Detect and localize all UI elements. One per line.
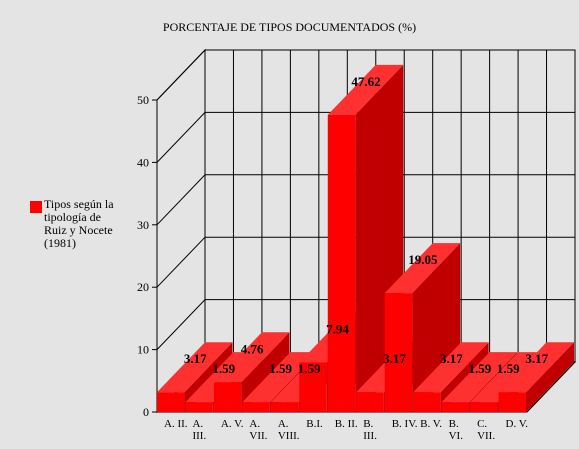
x-tick-label: B. IV. <box>391 418 418 430</box>
bar <box>441 402 470 412</box>
bar-top <box>213 332 290 383</box>
data-label: 1.59 <box>468 361 491 376</box>
bar-top <box>157 342 233 393</box>
x-tick-label: B. II. <box>334 418 358 430</box>
bar <box>270 402 299 412</box>
y-tick-label: 0 <box>143 405 149 419</box>
bar <box>242 402 270 412</box>
bar-top <box>327 64 404 115</box>
x-tick-label: B. III. <box>363 418 377 442</box>
legend-label: Tipos según la tipología de Ruiz y Nocet… <box>44 197 114 250</box>
y-tick-label: 50 <box>137 93 149 107</box>
x-tick-label: A. III. <box>192 418 207 442</box>
data-label: 7.94 <box>326 321 349 336</box>
data-label: 3.17 <box>184 351 207 366</box>
y-tick-label: 30 <box>137 218 149 232</box>
x-tick-label: B.I. <box>306 418 323 430</box>
grid-line <box>156 236 575 288</box>
x-tick-label: A. VII. <box>249 418 268 442</box>
bar-top <box>413 342 489 393</box>
data-label: 1.59 <box>497 361 520 376</box>
data-label: 4.76 <box>241 341 264 356</box>
data-label: 3.17 <box>383 351 406 366</box>
y-tick-label: 20 <box>137 280 149 294</box>
chart-title: PORCENTAJE DE TIPOS DOCUMENTADOS (%) <box>162 20 417 34</box>
bar <box>498 392 526 412</box>
x-tick-label: B. V. <box>420 418 443 430</box>
data-label: 1.59 <box>298 361 321 376</box>
bar <box>327 114 356 412</box>
data-label: 3.17 <box>525 351 548 366</box>
bar <box>213 382 242 412</box>
x-tick-label: A. II. <box>164 418 188 430</box>
x-tick-label: B. VI. <box>448 418 463 442</box>
floor-line <box>526 361 576 413</box>
grid-line <box>156 111 575 163</box>
data-label: 19.05 <box>408 252 438 267</box>
data-label: 47.62 <box>351 74 380 89</box>
bar <box>185 402 213 412</box>
bar <box>384 293 413 412</box>
data-label: 3.17 <box>440 351 463 366</box>
bar <box>470 402 498 412</box>
bar-top <box>242 352 318 403</box>
bar <box>299 362 327 412</box>
bar <box>157 392 185 412</box>
x-tick-label: D. V. <box>505 418 529 430</box>
bar-top <box>498 342 574 393</box>
y-tick-label: 40 <box>137 155 149 169</box>
bar-side <box>526 342 574 412</box>
legend-swatch <box>30 201 42 213</box>
data-label: 1.59 <box>269 361 292 376</box>
bar-top <box>384 243 461 294</box>
data-label: 1.59 <box>212 361 235 376</box>
x-tick-label: A. VIII. <box>277 418 300 442</box>
grid-line <box>156 49 575 101</box>
x-tick-label: C. VII. <box>477 418 496 442</box>
bar-top <box>441 352 518 403</box>
bar <box>413 392 441 412</box>
grid-line <box>156 174 575 226</box>
x-tick-label: A. V. <box>220 418 244 430</box>
y-tick-label: 10 <box>137 343 149 357</box>
bar <box>356 392 384 412</box>
